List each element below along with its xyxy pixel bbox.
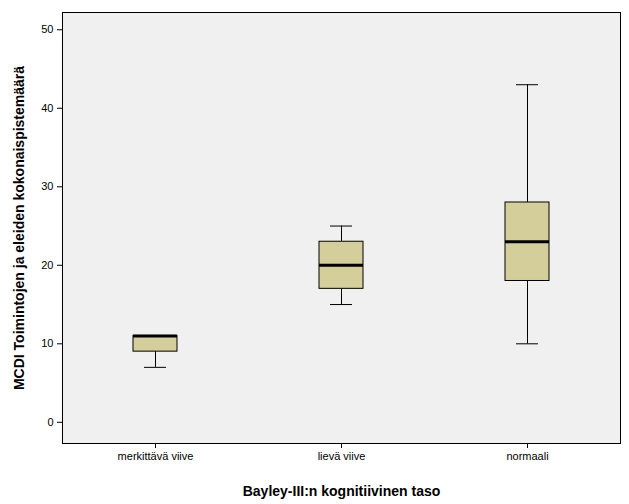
svg-text:20: 20 [41,259,53,271]
svg-text:40: 40 [41,102,53,114]
svg-text:50: 50 [41,23,53,35]
svg-text:normaali: normaali [506,450,548,462]
svg-text:0: 0 [47,416,53,428]
svg-text:30: 30 [41,180,53,192]
svg-text:MCDI Toimintojen ja eleiden ko: MCDI Toimintojen ja eleiden kokonaispist… [11,66,27,390]
svg-text:merkittävä viive: merkittävä viive [118,450,194,462]
svg-text:lievä viive: lievä viive [318,450,366,462]
svg-text:10: 10 [41,337,53,349]
svg-text:Bayley-III:n kognitiivinen tas: Bayley-III:n kognitiivinen taso [243,483,441,499]
